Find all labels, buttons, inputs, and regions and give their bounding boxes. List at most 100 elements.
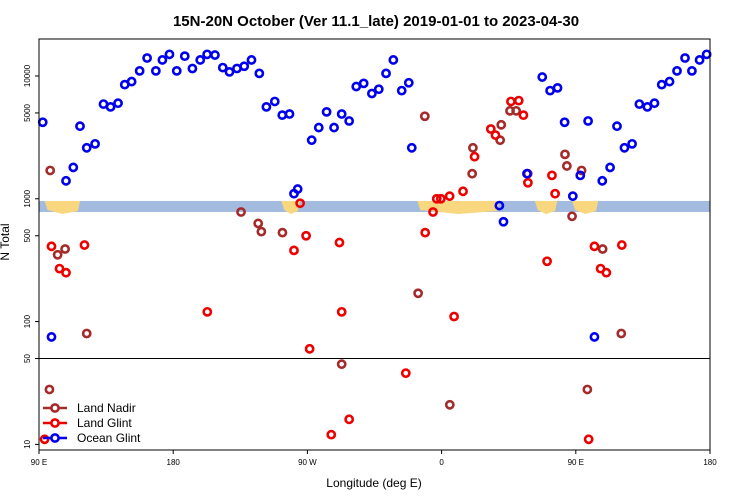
ocean-glint-point bbox=[261, 101, 272, 112]
ocean-glint-point bbox=[351, 81, 362, 92]
ocean-glint-point bbox=[90, 138, 101, 149]
ocean-glint-point bbox=[68, 162, 79, 173]
land-glint-point bbox=[469, 151, 480, 162]
ocean-glint-point bbox=[224, 66, 235, 77]
ocean-glint-point bbox=[559, 117, 570, 128]
ocean-glint-point bbox=[336, 109, 347, 119]
ocean-glint-point bbox=[179, 51, 190, 62]
land-nadir-point bbox=[277, 227, 288, 238]
ocean-glint-point bbox=[142, 53, 153, 63]
land-glint-point bbox=[301, 230, 311, 241]
ocean-glint-point bbox=[75, 121, 85, 132]
ocean-glint-point bbox=[522, 168, 532, 179]
land-nadir-point bbox=[597, 244, 608, 254]
ocean-glint-point bbox=[396, 85, 407, 96]
land-glint-point bbox=[589, 241, 600, 252]
land-glint-point bbox=[513, 95, 524, 106]
ocean-glint-point bbox=[494, 200, 505, 211]
land-glint-point bbox=[46, 241, 57, 252]
map-ocean bbox=[39, 200, 710, 213]
ocean-glint-point bbox=[202, 49, 213, 60]
ocean-glint-point bbox=[634, 99, 645, 110]
y-tick-label: 500 bbox=[23, 229, 32, 243]
ocean-glint-point bbox=[210, 50, 220, 60]
ocean-glint-point bbox=[105, 101, 116, 112]
ocean-glint-point bbox=[134, 65, 145, 76]
ocean-glint-point bbox=[321, 106, 332, 117]
ocean-glint-point bbox=[171, 65, 182, 76]
land-glint-point bbox=[326, 429, 337, 440]
land-nadir-point bbox=[336, 359, 347, 370]
ocean-glint-point bbox=[61, 175, 71, 186]
legend-label-land-glint: Land Glint bbox=[77, 416, 132, 430]
ocean-glint-point bbox=[157, 55, 168, 65]
ocean-glint-point bbox=[254, 68, 265, 79]
legend-label-ocean-glint: Ocean Glint bbox=[77, 431, 141, 445]
ocean-glint-point bbox=[313, 122, 324, 133]
y-tick-label: 10000 bbox=[23, 64, 32, 87]
ocean-glint-point bbox=[642, 101, 653, 112]
ocean-glint-point bbox=[605, 162, 615, 173]
ocean-glint-point bbox=[627, 138, 637, 149]
ocean-glint-point bbox=[619, 142, 630, 153]
map-land-1 bbox=[281, 200, 300, 215]
land-glint-point bbox=[444, 191, 455, 202]
y-axis-ticks: 10 50 100 500 1000 5000 10000 bbox=[23, 64, 39, 449]
ocean-glint-point bbox=[552, 82, 563, 93]
ocean-glint-point bbox=[567, 191, 578, 202]
land-glint-point bbox=[601, 267, 612, 278]
land-glint-point bbox=[420, 227, 431, 238]
x-axis-title: Longitude (deg E) bbox=[326, 476, 421, 490]
land-nadir-point bbox=[52, 249, 63, 260]
y-tick-label: 50 bbox=[23, 354, 32, 363]
land-glint-point bbox=[506, 96, 516, 107]
ocean-glint-point bbox=[656, 79, 667, 90]
ocean-glint-point bbox=[46, 332, 57, 342]
y-tick-label: 100 bbox=[23, 314, 32, 328]
land-nadir-point bbox=[561, 161, 572, 171]
land-glint-point bbox=[344, 414, 355, 425]
map-land-0 bbox=[44, 200, 81, 215]
ocean-glint-point bbox=[358, 78, 369, 89]
land-nadir-point bbox=[582, 384, 593, 395]
land-nadir-point bbox=[419, 111, 430, 122]
land-glint-point bbox=[289, 245, 299, 256]
land-glint-point bbox=[449, 311, 459, 322]
data-points bbox=[37, 49, 712, 445]
land-glint-point bbox=[79, 240, 90, 250]
land-nadir-point bbox=[511, 105, 522, 116]
map-land-3 bbox=[534, 200, 558, 215]
x-tick-label: 180 bbox=[167, 458, 181, 467]
ocean-glint-point bbox=[239, 61, 250, 72]
ocean-glint-point bbox=[575, 170, 586, 181]
ocean-glint-point bbox=[498, 216, 509, 227]
x-tick-label: 180 bbox=[703, 458, 717, 467]
land-glint-point bbox=[336, 306, 347, 317]
ocean-glint-point bbox=[284, 109, 295, 119]
ocean-glint-point bbox=[292, 184, 303, 194]
ocean-glint-point bbox=[388, 55, 399, 65]
ocean-glint-point bbox=[649, 98, 660, 109]
ocean-glint-point bbox=[195, 55, 206, 65]
ocean-glint-point bbox=[373, 84, 384, 95]
land-glint-point bbox=[522, 177, 533, 188]
land-glint-point bbox=[54, 263, 65, 274]
land-glint-point bbox=[304, 343, 315, 354]
ocean-glint-point bbox=[545, 85, 555, 96]
x-tick-label: 90 E bbox=[568, 458, 584, 467]
land-nadir-point bbox=[576, 165, 587, 176]
land-glint-point bbox=[295, 198, 306, 209]
ocean-glint-point bbox=[187, 63, 198, 74]
land-glint-point bbox=[435, 193, 446, 204]
land-nadir-point bbox=[560, 149, 570, 160]
land-glint-point bbox=[458, 186, 468, 197]
ocean-glint-point bbox=[150, 65, 161, 76]
land-nadir-point bbox=[496, 119, 507, 130]
ocean-glint-point bbox=[126, 76, 137, 87]
ocean-glint-point bbox=[381, 68, 391, 79]
ocean-glint-point bbox=[680, 53, 690, 63]
ocean-glint-point bbox=[672, 65, 682, 76]
land-nadir-point bbox=[467, 168, 478, 179]
map-land-4 bbox=[572, 200, 599, 215]
